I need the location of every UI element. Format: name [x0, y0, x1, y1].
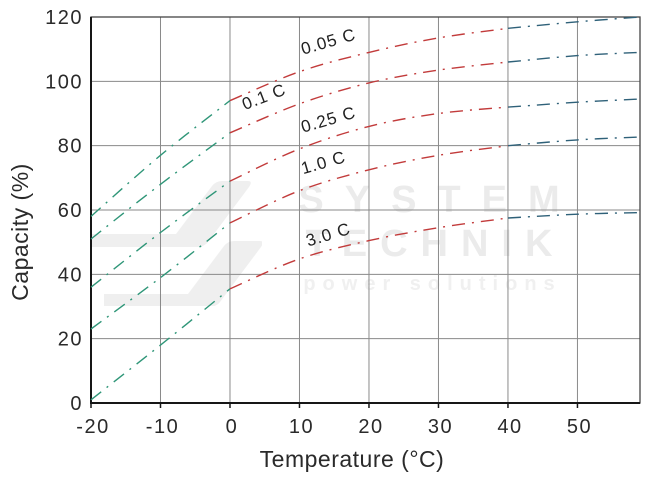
y-tick-label: 20: [58, 329, 83, 351]
x-tick-label: 30: [428, 416, 453, 438]
curve-0.1C-warm: [229, 61, 509, 134]
curve-0.25C-cold: [90, 180, 231, 288]
x-tick-label: -20: [76, 416, 109, 438]
curve-3.0C-cold: [90, 288, 231, 401]
watermark-title-line1: SYSTEM: [298, 179, 581, 221]
curve-0.25C-hot: [507, 98, 641, 108]
y-tick-label: 100: [45, 71, 83, 93]
y-tick-label: 80: [58, 136, 83, 158]
watermark-text: SYSTEM TECHNIK power solutions: [268, 178, 590, 295]
y-tick-label: 120: [45, 7, 83, 29]
curve-0.1C-cold: [90, 132, 231, 240]
curve-label-0.25C: 0.25 C: [299, 103, 358, 137]
curve-0.25C-warm: [229, 106, 509, 182]
plot-border-layer: [90, 16, 641, 408]
x-tick-label: -10: [146, 416, 179, 438]
y-tick-label: 40: [58, 264, 83, 286]
x-tick-label: 50: [567, 416, 592, 438]
watermark-subtitle: power solutions: [303, 273, 562, 295]
curve-label-1.0C: 1.0 C: [299, 147, 348, 178]
curve-1.0C-hot: [507, 136, 641, 147]
x-tick-label: 20: [358, 416, 383, 438]
curve-3.0C-warm: [229, 217, 509, 290]
x-tick-label: 0: [226, 416, 239, 438]
curve-1.0C-warm: [229, 145, 509, 224]
curve-0.05C-warm: [229, 27, 509, 102]
watermark-logo-icon: [92, 181, 262, 306]
y-tick-label: 60: [58, 200, 83, 222]
tick-labels-layer: 0 20 40 60 80 100 120 -20 -10 0 10 20 30 40 50: [45, 7, 592, 438]
grid-layer: [90, 16, 640, 404]
curve-label-0.1C: 0.1 C: [239, 80, 288, 114]
y-tick-label: 0: [70, 393, 83, 415]
x-axis-title: Temperature (°C): [260, 446, 445, 472]
x-tick-label: 40: [497, 416, 522, 438]
curve-0.05C-hot: [507, 16, 641, 29]
y-axis-title: Capacity (%): [7, 163, 33, 301]
curve-0.05C-cold: [90, 100, 231, 217]
curves-layer: [90, 16, 641, 401]
curve-0.1C-hot: [507, 51, 641, 63]
curve-1.0C-cold: [90, 222, 231, 330]
x-tick-label: 10: [289, 416, 314, 438]
watermark: SYSTEM TECHNIK power solutions: [90, 178, 590, 306]
watermark-title-line2: TECHNIK: [305, 223, 566, 265]
curve-3.0C-hot: [507, 211, 641, 219]
curve-labels-layer: 0.05 C0.1 C0.25 C1.0 C3.0 C: [239, 25, 358, 251]
curve-label-0.05C: 0.05 C: [299, 25, 358, 59]
